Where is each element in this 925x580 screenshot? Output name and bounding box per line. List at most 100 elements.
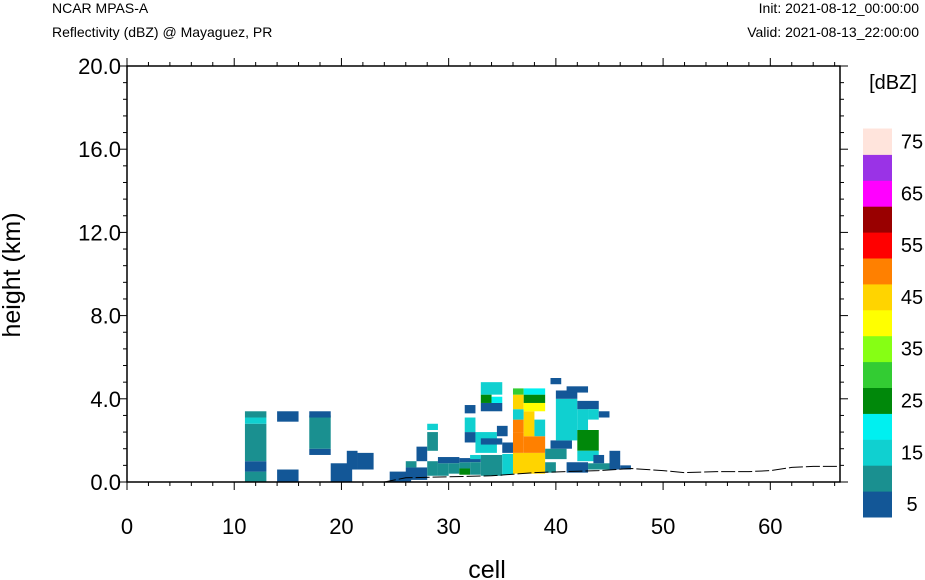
reflectivity-cell: [427, 461, 438, 476]
x-tick-label: 30: [436, 514, 460, 539]
reflectivity-cell: [491, 396, 503, 403]
colorbar-swatch: [863, 361, 892, 388]
reflectivity-cell: [577, 450, 599, 462]
reflectivity-cell: [464, 405, 476, 414]
reflectivity-cell: [523, 411, 535, 437]
reflectivity-cell: [523, 436, 546, 453]
reflectivity-cell: [464, 432, 476, 443]
reflectivity-cell: [523, 388, 546, 395]
reflectivity-cell: [405, 467, 428, 480]
reflectivity-cell: [550, 440, 572, 449]
reflectivity-cell: [512, 419, 524, 433]
reflectivity-cell: [512, 452, 546, 474]
colorbar-label: 25: [901, 390, 923, 412]
reflectivity-cell: [609, 450, 621, 470]
reflectivity-cell: [277, 469, 299, 482]
reflectivity-cell: [512, 432, 524, 453]
reflectivity-cell: [470, 462, 481, 475]
reflectivity-cell: [523, 402, 546, 412]
y-tick-label: 12.0: [78, 220, 121, 245]
reflectivity-cell: [480, 394, 492, 403]
x-tick-label: 40: [544, 514, 568, 539]
terrain-profile: [127, 465, 840, 483]
x-tick-label: 20: [329, 514, 353, 539]
x-tick-label: 0: [121, 514, 133, 539]
y-axis: 0.0 4.0 8.0 12.0 16.0 20.0: [78, 54, 848, 495]
reflectivity-cell: [502, 453, 513, 475]
reflectivity-cell: [523, 394, 546, 403]
reflectivity-cell: [244, 417, 267, 424]
colorbar-label: 55: [901, 235, 923, 257]
colorbar-swatch: [863, 206, 892, 233]
colorbar-swatch: [863, 283, 892, 311]
colorbar-swatch: [863, 258, 892, 285]
reflectivity-cell: [577, 400, 599, 410]
reflectivity-cell: [593, 454, 605, 464]
reflectivity-cell: [459, 462, 471, 469]
y-tick-label: 8.0: [90, 304, 121, 329]
reflectivity-cell: [277, 411, 299, 422]
reflectivity-cell: [427, 432, 438, 451]
reflectivity-cell: [459, 458, 481, 463]
reflectivity-cell: [309, 448, 331, 455]
colorbar: 5 15 25 35 45 55 65 75: [863, 128, 923, 518]
x-axis: 0 10 20 30 40 50 60: [121, 58, 836, 539]
colorbar-swatch: [863, 154, 892, 181]
x-tick-label: 10: [222, 514, 246, 539]
colorbar-swatch: [863, 413, 892, 440]
y-tick-label: 4.0: [90, 387, 121, 412]
reflectivity-cell: [496, 425, 508, 437]
reflectivity-cell: [620, 465, 631, 470]
reflectivity-cell: [437, 463, 449, 476]
reflectivity-cell: [480, 402, 503, 412]
reflectivity-cell: [555, 398, 578, 441]
reflectivity-cell: [545, 462, 556, 473]
valid-time: Valid: 2021-08-13_22:00:00: [747, 24, 919, 40]
y-tick-label: 0.0: [90, 470, 121, 495]
colorbar-swatch: [863, 335, 892, 363]
colorbar-label: 75: [901, 131, 923, 153]
colorbar-swatch: [863, 128, 892, 155]
colorbar-swatch: [863, 309, 892, 337]
reflectivity-cell: [588, 463, 610, 470]
reflectivity-cell: [416, 446, 428, 462]
colorbar-label: 35: [901, 339, 923, 361]
reflectivity-cell: [502, 442, 513, 453]
reflectivity-cell: [512, 394, 524, 410]
reflectivity-cell: [588, 409, 599, 420]
model-title: NCAR MPAS-A: [52, 0, 149, 16]
reflectivity-cell: [512, 388, 524, 395]
reflectivity-cell: [512, 409, 524, 420]
plot-frame: [126, 65, 841, 483]
terrain-line: [127, 465, 840, 483]
reflectivity-cell: [244, 411, 267, 418]
reflectivity-cell: [598, 411, 610, 418]
reflectivity-cell: [480, 382, 503, 395]
colorbar-label: 5: [906, 494, 917, 516]
colorbar-label: 15: [901, 442, 923, 464]
reflectivity-cell: [244, 461, 267, 472]
colorbar-swatch: [863, 491, 892, 518]
reflectivity-cell: [555, 390, 578, 399]
init-time: Init: 2021-08-12_00:00:00: [758, 0, 919, 16]
reflectivity-cell: [244, 471, 267, 482]
reflectivity-cell: [480, 454, 503, 476]
reflectivity-cell: [459, 468, 471, 475]
reflectivity-cell: [577, 409, 589, 430]
reflectivity-cell: [577, 430, 599, 451]
colorbar-units: [dBZ]: [869, 72, 917, 94]
reflectivity-cell: [550, 378, 562, 385]
reflectivity-cell: [448, 463, 460, 474]
y-axis-label: height (km): [0, 212, 26, 337]
y-tick-label: 16.0: [78, 137, 121, 162]
colorbar-label: 65: [901, 183, 923, 205]
x-tick-label: 60: [758, 514, 782, 539]
reflectivity-cell: [534, 419, 546, 437]
field-subtitle: Reflectivity (dBZ) @ Mayaguez, PR: [52, 24, 273, 40]
colorbar-swatch: [863, 232, 892, 259]
reflectivity-cells: [244, 378, 631, 482]
reflectivity-cell: [389, 471, 412, 482]
reflectivity-cell: [427, 423, 438, 430]
reflectivity-cell: [405, 461, 417, 468]
